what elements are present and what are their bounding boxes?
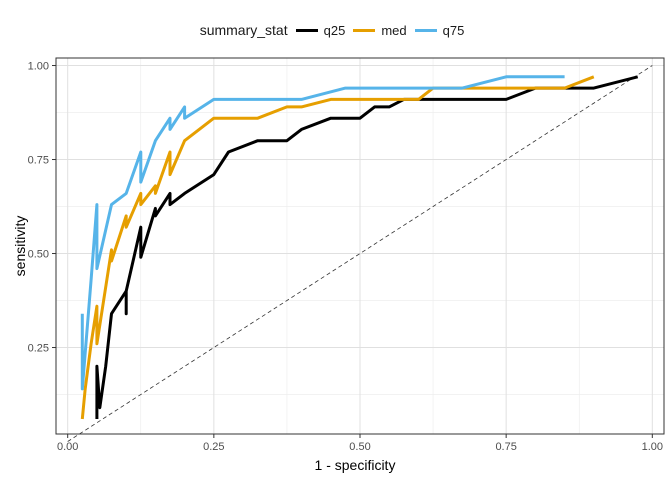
series-line-q25 [95, 75, 639, 419]
legend-label-med: med [381, 22, 407, 38]
reference-diagonal [67, 65, 653, 442]
x-tick-label: 0.25 [203, 441, 224, 453]
legend-item-q25: q25 [295, 22, 346, 38]
x-tick-label: 0.00 [57, 441, 78, 453]
diagonal-reference-line [67, 65, 653, 442]
y-tick-label: 0.50 [28, 249, 49, 261]
series-line-q75 [80, 75, 565, 391]
legend-swatch-q75 [414, 28, 437, 32]
legend-item-q75: q75 [414, 22, 465, 38]
legend-swatch-q25 [295, 28, 318, 32]
x-tick-label: 1.00 [642, 441, 663, 453]
series-layer [80, 75, 639, 420]
x-axis-title: 1 - specificity [314, 457, 396, 473]
y-tick-label: 1.00 [28, 61, 49, 73]
series-line-med [80, 75, 595, 420]
y-axis: 0.25 0.50 0.75 1.00 [28, 61, 56, 355]
legend-label-q25: q25 [323, 22, 346, 38]
y-axis-title: sensitivity [12, 215, 28, 277]
legend-item-med: med [353, 22, 407, 38]
legend: summary_stat q25 med q75 [0, 18, 672, 42]
legend-label-q75: q75 [442, 22, 465, 38]
legend-swatch-med [353, 28, 376, 32]
x-tick-label: 0.75 [495, 441, 516, 453]
x-axis: 0.00 0.25 0.50 0.75 1.00 [57, 434, 663, 453]
y-tick-label: 0.75 [28, 155, 49, 167]
x-tick-label: 0.50 [349, 441, 370, 453]
major-gridlines [56, 58, 664, 434]
legend-title: summary_stat [199, 22, 288, 38]
y-tick-label: 0.25 [28, 343, 49, 355]
